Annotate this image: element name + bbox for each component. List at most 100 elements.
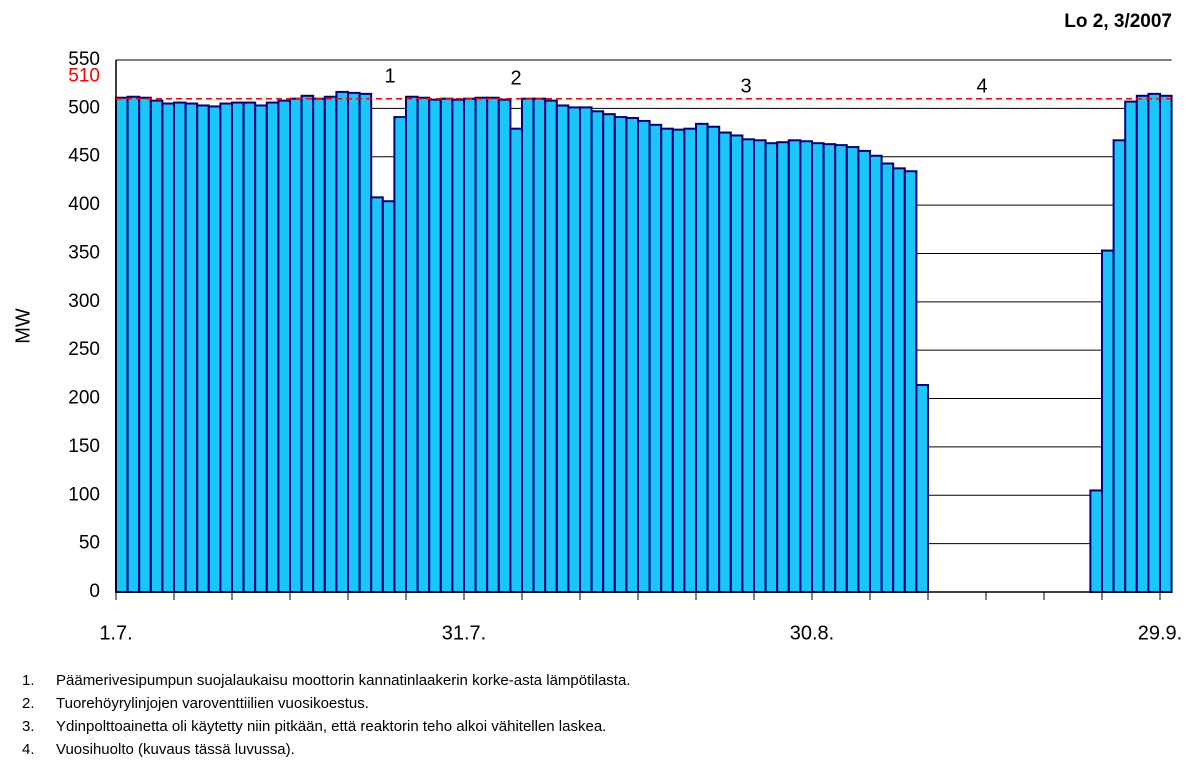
bar <box>207 105 222 594</box>
bar <box>149 99 164 593</box>
bar <box>834 144 848 593</box>
bar <box>903 170 918 593</box>
bar <box>242 101 257 593</box>
note-number: 3. <box>22 718 35 735</box>
bar <box>1112 139 1127 593</box>
bar <box>1089 489 1104 594</box>
bar <box>822 143 837 593</box>
bar <box>532 97 547 593</box>
y-tick-label: 550 <box>68 49 100 70</box>
bar <box>1135 94 1150 593</box>
notes: 1. Päämerivesipumpun suojalaukaisu moott… <box>22 672 630 758</box>
y-tick-label: 250 <box>68 339 100 360</box>
bar <box>811 142 825 593</box>
bar <box>300 94 315 593</box>
y-tick-label: 200 <box>68 388 100 409</box>
bar <box>579 106 593 593</box>
y-tick-label: 450 <box>68 146 100 167</box>
annotation: 3 <box>740 75 751 97</box>
bar <box>265 101 280 593</box>
bar <box>741 138 756 593</box>
bar <box>602 113 616 594</box>
y-axis-label: MW <box>12 308 34 344</box>
bar <box>660 127 674 593</box>
bar <box>138 96 152 593</box>
y-tick-label: 0 <box>89 581 100 602</box>
bar <box>706 125 721 593</box>
bar <box>1124 100 1138 594</box>
bar <box>671 128 686 593</box>
reference-label: 510 <box>68 66 100 87</box>
bar <box>347 91 361 594</box>
bar <box>184 102 199 593</box>
bar <box>625 117 640 593</box>
annotation: 1 <box>384 65 395 87</box>
bar <box>161 102 175 593</box>
bar <box>509 127 523 593</box>
bar <box>637 119 651 594</box>
bar <box>312 97 326 593</box>
bar <box>254 104 268 593</box>
bar <box>289 97 303 593</box>
bar <box>196 104 210 593</box>
bar <box>892 167 906 594</box>
bar <box>126 95 141 593</box>
bar <box>695 122 709 593</box>
bar <box>451 98 465 594</box>
note-number: 4. <box>22 741 35 758</box>
bar <box>648 123 663 593</box>
bar <box>845 146 860 594</box>
bar <box>335 90 349 593</box>
bar <box>173 101 187 593</box>
y-tick-label: 150 <box>68 436 100 457</box>
bar <box>613 116 628 593</box>
bar <box>590 110 605 594</box>
annotation: 2 <box>510 67 521 89</box>
bar <box>115 96 129 593</box>
bar <box>439 97 454 593</box>
bar <box>718 131 732 594</box>
bar <box>358 92 373 593</box>
note-text: Tuorehöyrylinjojen varoventtiilien vuosi… <box>56 695 369 712</box>
bar <box>486 96 500 593</box>
bar <box>428 98 442 594</box>
y-tick-label: 400 <box>68 194 100 215</box>
bar <box>880 162 895 594</box>
bar <box>544 99 558 593</box>
bar <box>231 101 245 593</box>
bar <box>729 134 744 593</box>
bar <box>277 99 291 593</box>
bar <box>463 97 477 593</box>
bar <box>799 140 814 593</box>
note-text: Ydinpolttoainetta oli käytetty niin pitk… <box>56 718 606 735</box>
bar <box>405 95 419 593</box>
annotation: 4 <box>976 75 987 97</box>
bar <box>857 149 872 593</box>
note-text: Päämerivesipumpun suojalaukaisu moottori… <box>56 672 630 689</box>
x-tick-label: 29.9. <box>1138 622 1182 644</box>
bar <box>381 200 396 593</box>
bar <box>567 106 582 593</box>
note-text: Vuosihuolto (kuvaus tässä luvussa). <box>56 741 295 758</box>
bar <box>764 142 779 593</box>
note-number: 1. <box>22 672 35 689</box>
y-tick-label: 50 <box>79 533 100 554</box>
bar <box>474 96 489 593</box>
bar <box>497 98 512 594</box>
bar <box>1147 92 1162 593</box>
bar <box>1101 249 1115 593</box>
bar <box>555 104 570 593</box>
bar <box>776 141 790 594</box>
bar <box>1159 94 1173 593</box>
bar <box>219 102 233 593</box>
y-tick-label: 350 <box>68 242 100 263</box>
y-tick-label: 500 <box>68 97 100 118</box>
bar <box>323 95 338 593</box>
x-tick-label: 1.7. <box>99 622 132 644</box>
bar <box>787 139 802 593</box>
bar <box>393 116 407 593</box>
bar <box>521 97 535 593</box>
note-number: 2. <box>22 695 35 712</box>
y-tick-label: 300 <box>68 291 100 312</box>
bar <box>753 139 767 593</box>
